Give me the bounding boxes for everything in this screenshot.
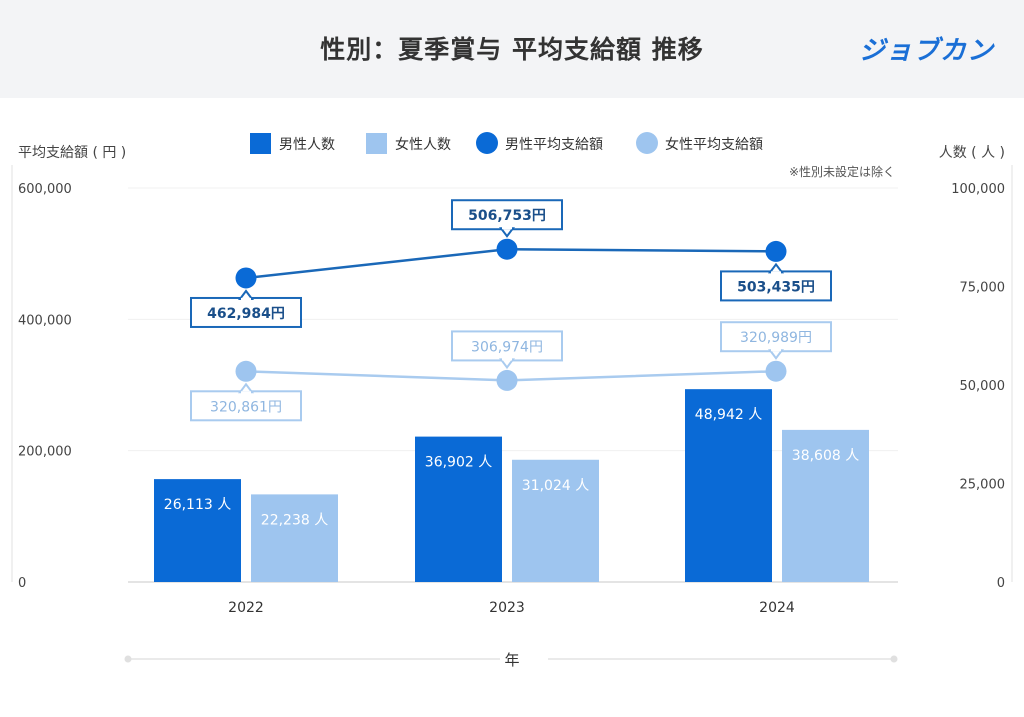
- legend-swatch: [366, 133, 387, 154]
- callout-pointer: [499, 358, 515, 370]
- y-right-tick-label: 0: [997, 576, 1005, 591]
- y-left-axis-label: 平均支給額 ( 円 ): [18, 145, 126, 161]
- female-avg-label: 320,989円: [740, 330, 812, 346]
- legend-label: 男性人数: [279, 137, 335, 153]
- callout-pointer: [499, 227, 515, 238]
- y-right-tick-label: 50,000: [960, 379, 1006, 394]
- value-callout-box: [451, 330, 563, 362]
- value-callout-box: [451, 199, 563, 231]
- point-female-avg: [235, 360, 257, 382]
- x-tick-label: 2022: [228, 600, 264, 616]
- y-right-tick-label: 75,000: [960, 281, 1006, 296]
- page-title: 性別：夏季賞与 平均支給額 推移: [320, 35, 704, 64]
- legend-label: 男性平均支給額: [505, 137, 603, 153]
- y-right-tick-label: 25,000: [960, 478, 1006, 493]
- bar-male-label: 48,942 人: [695, 407, 762, 423]
- value-callout-box: [190, 296, 302, 328]
- legend: 男性人数 女性人数 男性平均支給額 女性平均支給額: [250, 132, 763, 154]
- y-right-axis-label: 人数 ( 人 ): [939, 145, 1005, 161]
- y-left-tick-label: 400,000: [18, 313, 72, 328]
- x-tick-label: 2023: [489, 600, 525, 616]
- x-axis-rule-dot-right: [890, 655, 898, 663]
- point-male-avg: [235, 267, 257, 289]
- male-avg-label: 503,435円: [737, 279, 815, 295]
- chart: 平均支給額 ( 円 ) 人数 ( 人 ) ※性別未設定は除く 男性人数 女性人数男…: [11, 132, 1013, 669]
- female-avg-label: 306,974円: [471, 339, 543, 355]
- male-avg-label: 462,984円: [207, 306, 285, 322]
- legend-swatch: [476, 132, 498, 154]
- callout-pointer: [238, 289, 254, 300]
- male-avg-label: 506,753円: [468, 208, 546, 224]
- bar-female-label: 38,608 人: [792, 448, 859, 464]
- x-tick-label: 2024: [759, 600, 795, 616]
- point-female-avg: [496, 369, 518, 391]
- header: 性別：夏季賞与 平均支給額 推移 ジョブカン: [0, 0, 1024, 98]
- chart-note: ※性別未設定は除く: [789, 164, 895, 179]
- y-right-ticks: 0 25,000 50,000 75,000 100,000: [951, 182, 1005, 591]
- bar-female-label: 31,024 人: [522, 478, 589, 494]
- x-axis-label: 年: [504, 651, 519, 669]
- bar-female: [512, 459, 599, 582]
- female-avg-label: 320,861円: [210, 399, 282, 415]
- bar-female-label: 22,238 人: [261, 512, 328, 528]
- x-ticks: 2022 2023 2024: [228, 600, 795, 616]
- legend-swatch: [636, 132, 658, 154]
- legend-label: 女性平均支給額: [665, 136, 763, 153]
- y-left-ticks: 0 200,000 400,000 600,000: [18, 182, 72, 591]
- bars: 26,113 人 22,238 人 36,902 人 31,024 人 48,942 人…: [154, 389, 869, 582]
- point-male-avg: [765, 240, 787, 262]
- bar-male: [685, 389, 772, 582]
- value-callout-box: [720, 321, 832, 353]
- x-axis-title-group: 年: [124, 651, 898, 669]
- legend-swatch: [250, 133, 271, 154]
- bar-female: [782, 429, 869, 582]
- point-female-avg: [765, 360, 787, 382]
- point-male-avg: [496, 238, 518, 260]
- y-left-tick-label: 200,000: [18, 445, 72, 460]
- y-left-tick-label: 0: [18, 576, 26, 591]
- y-left-tick-label: 600,000: [18, 182, 72, 197]
- callout-pointer: [238, 382, 254, 394]
- legend-label: 女性人数: [395, 136, 451, 153]
- lines: 462,984円 506,753円 503,435円 320,861円 306,974円…: [190, 199, 832, 422]
- bar-male-label: 26,113 人: [164, 497, 231, 513]
- callout-pointer: [768, 262, 784, 274]
- bar-male: [154, 479, 241, 582]
- x-axis-rule-dot-left: [124, 655, 132, 663]
- bar-female: [251, 494, 338, 582]
- brand-logo: ジョブカン: [858, 36, 994, 66]
- bar-male-label: 36,902 人: [425, 455, 492, 471]
- value-callout-box: [720, 270, 832, 302]
- y-right-tick-label: 100,000: [951, 182, 1005, 197]
- bar-male: [415, 436, 502, 582]
- callout-pointer: [768, 349, 784, 360]
- value-callout-box: [190, 390, 302, 422]
